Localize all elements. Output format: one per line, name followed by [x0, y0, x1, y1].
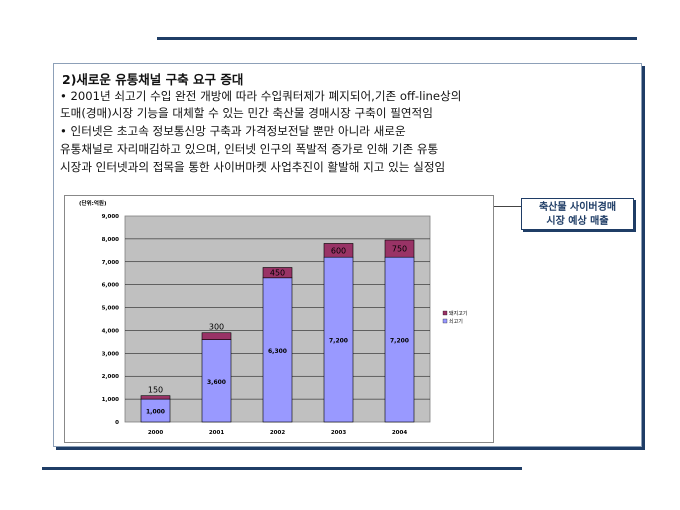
- bottom-divider: [42, 467, 522, 470]
- data-label: 300: [209, 323, 224, 332]
- body-line-1: • 2001년 쇠고기 수입 완전 개방에 따라 수입쿼터제가 폐지되어,기존 …: [60, 89, 462, 103]
- data-label: 1,000: [146, 409, 165, 416]
- chart-callout: 축산물 사이버경매 시장 예상 매출: [521, 198, 634, 230]
- callout-line-2: 시장 예상 매출: [546, 216, 609, 227]
- x-tick-label: 2002: [270, 430, 285, 436]
- legend-label: 돼지고기: [449, 310, 467, 317]
- body-line-5: 시장과 인터넷과의 접목을 통한 사이버마켓 사업추진이 활발해 지고 있는 실…: [60, 160, 446, 174]
- callout-line-1: 축산물 사이버경매: [538, 202, 617, 213]
- data-label: 150: [148, 386, 163, 395]
- bar-beef: [262, 277, 293, 423]
- bar-pork: [140, 395, 171, 400]
- bar-beef: [323, 256, 354, 423]
- y-tick-label: 1,000: [102, 397, 120, 403]
- x-tick-label: 2003: [331, 430, 346, 436]
- chart-container: (단위:억원) 0 1,000 2,000 3,000 4,000 5,000 6,000 7,…: [64, 195, 494, 443]
- content-panel: 2)새로운 유통채널 구축 요구 증대 • 2001년 쇠고기 수입 완전 개방…: [53, 63, 642, 447]
- data-label: 600: [331, 246, 346, 255]
- data-label: 7,200: [329, 338, 348, 345]
- bar-pork: [384, 239, 415, 258]
- y-tick-label: 7,000: [102, 260, 120, 266]
- data-label: 3,600: [207, 379, 226, 386]
- bar-pork: [262, 267, 293, 279]
- callout-connector: [494, 206, 521, 207]
- y-tick-label: 3,000: [102, 351, 120, 357]
- legend-swatch: [442, 318, 448, 324]
- y-tick-label: 0: [115, 420, 119, 426]
- y-tick-label: 6,000: [102, 283, 120, 289]
- legend-label: 쇠고기: [449, 318, 463, 325]
- top-divider: [157, 37, 637, 40]
- x-tick-label: 2004: [392, 430, 407, 436]
- y-tick-label: 5,000: [102, 306, 120, 312]
- data-label: 6,300: [268, 348, 287, 355]
- y-tick-label: 9,000: [102, 214, 120, 220]
- data-label: 450: [270, 269, 285, 278]
- bar-pork: [323, 243, 354, 258]
- data-label: 7,200: [390, 338, 409, 345]
- body-line-3: • 인터넷은 초고속 정보통신망 구축과 가격정보전달 뿐만 아니라 새로운: [60, 124, 406, 138]
- data-label: 750: [392, 245, 407, 254]
- sales-chart: (단위:억원) 0 1,000 2,000 3,000 4,000 5,000 6,000 7,…: [79, 199, 467, 436]
- legend-swatch: [442, 310, 448, 316]
- body-line-4: 유통채널로 자리매김하고 있으며, 인터넷 인구의 폭발적 증가로 인해 기존 …: [60, 142, 439, 156]
- x-tick-label: 2000: [148, 430, 163, 436]
- body-line-2: 도매(경매)시장 기능을 대체할 수 있는 민간 축산물 경매시장 구축이 필연…: [60, 106, 433, 120]
- bar-beef: [384, 256, 415, 423]
- x-tick-label: 2001: [209, 430, 224, 436]
- bar-pork: [201, 332, 232, 340]
- section-heading: 2)새로운 유통채널 구축 요구 증대: [62, 72, 244, 87]
- bar-beef: [201, 339, 232, 423]
- y-tick-label: 8,000: [102, 237, 120, 243]
- chart-unit-label: (단위:억원): [79, 199, 107, 207]
- y-tick-label: 4,000: [102, 328, 120, 334]
- y-tick-label: 2,000: [102, 374, 120, 380]
